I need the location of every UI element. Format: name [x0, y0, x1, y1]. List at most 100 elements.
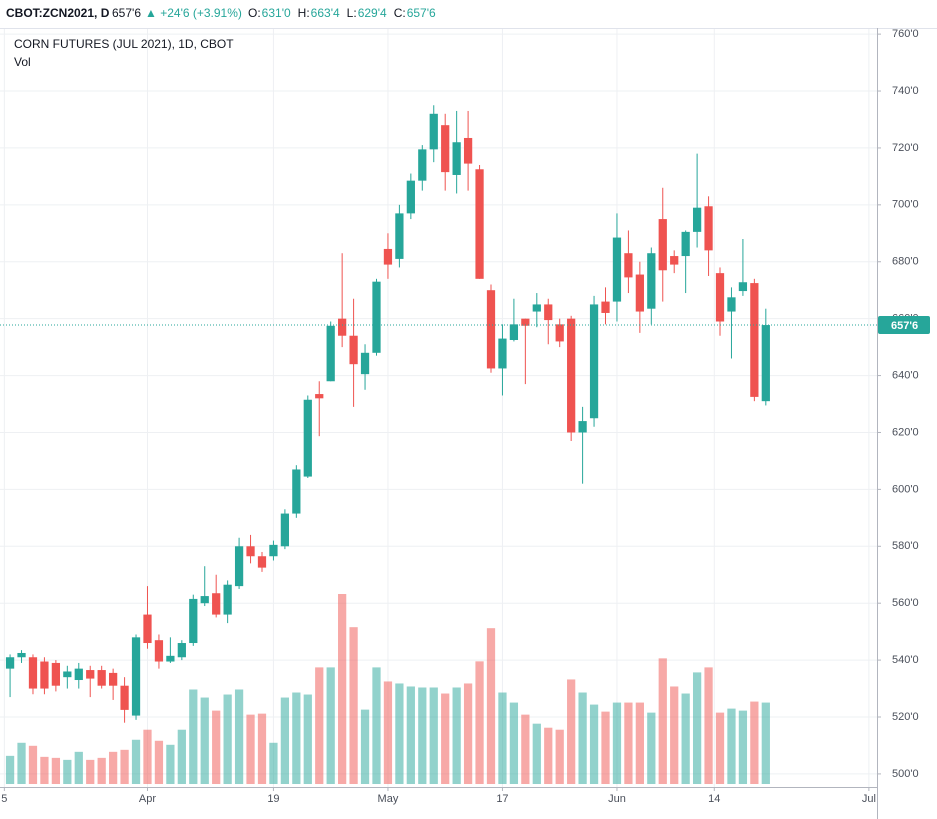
- candle-body: [303, 399, 312, 477]
- candle-body: [120, 685, 129, 710]
- volume-bar: [234, 689, 244, 784]
- candle-body: [177, 643, 186, 658]
- candle-body: [658, 219, 667, 271]
- candle-body: [463, 137, 473, 164]
- volume-bar: [212, 710, 221, 784]
- candle-body: [154, 640, 164, 662]
- x-tick-label: Jul: [862, 793, 876, 805]
- volume-bar: [406, 686, 415, 784]
- symbol[interactable]: CBOT:ZCN2021, D: [6, 6, 110, 20]
- y-tick-label: 540'0: [892, 654, 919, 666]
- y-tick-label: 500'0: [892, 768, 919, 780]
- candle-body: [269, 544, 278, 557]
- candle-body: [635, 274, 644, 312]
- volume-bar: [154, 740, 164, 784]
- volume-label: Vol: [14, 55, 31, 69]
- volume-bar: [257, 713, 267, 784]
- volume-bar: [704, 667, 713, 784]
- candle-body: [681, 231, 690, 257]
- x-tick-label: Jun: [608, 793, 626, 805]
- last-price-label: 657'6: [891, 320, 918, 332]
- ohlc-key: O:: [248, 6, 261, 20]
- volume-bar: [658, 658, 667, 784]
- volume-bar: [292, 692, 301, 784]
- volume-bar: [635, 702, 644, 784]
- volume-bar: [761, 702, 770, 784]
- x-tick-label: 5: [1, 793, 7, 805]
- ohlc-key: C:: [394, 6, 406, 20]
- candle-body: [131, 637, 141, 716]
- volume-bar: [177, 729, 186, 784]
- candle-body: [143, 614, 152, 644]
- volume-bar: [189, 689, 198, 784]
- y-tick-label: 520'0: [892, 711, 919, 723]
- volume-pane: [5, 594, 770, 784]
- volume-bar: [200, 697, 209, 784]
- candle-body: [475, 169, 484, 279]
- candle-body: [74, 668, 83, 681]
- volume-bar: [727, 708, 736, 784]
- grid: [0, 29, 877, 787]
- candle-body: [326, 325, 335, 382]
- volume-bar: [475, 661, 484, 784]
- x-tick-label: 14: [708, 793, 720, 805]
- volume-bar: [349, 627, 358, 784]
- volume-bar: [589, 704, 599, 784]
- volume-bar: [74, 751, 83, 784]
- chart-title: CORN FUTURES (JUL 2021), 1D, CBOT: [14, 37, 234, 51]
- volume-bar: [97, 757, 106, 784]
- volume-bar: [280, 697, 290, 784]
- volume-bar: [338, 594, 347, 784]
- volume-bar: [120, 749, 129, 784]
- candle-body: [349, 335, 358, 365]
- volume-bar: [395, 683, 404, 784]
- volume-bar: [131, 739, 141, 784]
- volume-bar: [521, 714, 530, 784]
- volume-bar: [246, 714, 255, 784]
- candle-body: [5, 657, 15, 669]
- candle-body: [395, 213, 404, 259]
- candle-body: [189, 598, 198, 644]
- candle-body: [727, 297, 736, 312]
- ohlc-key: L:: [347, 6, 357, 20]
- volume-bar: [670, 686, 679, 784]
- candle-body: [544, 304, 553, 321]
- ohlc-value: 663'4: [311, 6, 340, 20]
- x-tick-label: Apr: [139, 793, 156, 805]
- volume-bar: [303, 694, 312, 784]
- candle-body: [109, 672, 118, 686]
- candle-body: [601, 301, 610, 313]
- candle-body: [761, 325, 770, 402]
- volume-bar: [624, 702, 633, 784]
- x-tick-label: 19: [267, 793, 279, 805]
- candle-body: [292, 469, 301, 514]
- volume-bar: [567, 679, 576, 784]
- candle-body: [498, 338, 507, 369]
- y-tick-label: 740'0: [892, 85, 919, 97]
- candle-body: [612, 237, 622, 302]
- candle-body: [97, 670, 106, 686]
- volume-bar: [418, 687, 427, 784]
- volume-bar: [269, 742, 278, 784]
- volume-bar: [372, 667, 381, 784]
- volume-bar: [166, 744, 175, 784]
- candle-body: [223, 584, 232, 615]
- volume-bar: [143, 729, 152, 784]
- candle-body: [246, 546, 255, 557]
- candle-body: [486, 290, 496, 369]
- candle-body: [452, 142, 461, 175]
- candle-body: [692, 207, 702, 232]
- candle-body: [555, 324, 564, 342]
- volume-bar: [17, 742, 26, 784]
- volume-bar: [360, 709, 370, 784]
- volume-bar: [63, 759, 72, 784]
- x-tick-label: May: [378, 793, 399, 805]
- candle-body: [51, 662, 61, 686]
- volume-bar: [509, 702, 519, 784]
- volume-bar: [28, 745, 38, 784]
- axes: 500'0 520'0 540'0 560'0 580'0 600'0 620'0 640'0…: [0, 28, 930, 805]
- candle-body: [418, 149, 427, 181]
- volume-bar: [5, 755, 15, 784]
- candles: [5, 105, 770, 723]
- volume-bar: [463, 683, 473, 784]
